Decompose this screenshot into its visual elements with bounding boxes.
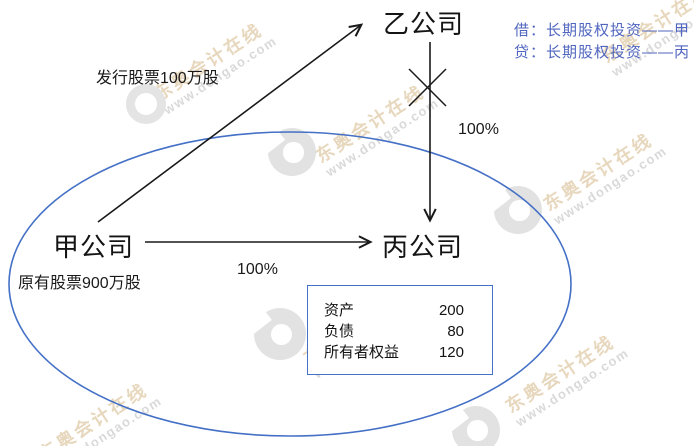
- dongao-ring-icon: [126, 84, 166, 124]
- issue-shares-label: 发行股票100万股: [96, 70, 219, 87]
- dongao-logo-icon: [494, 186, 542, 234]
- company-b-label: 乙公司: [383, 9, 465, 39]
- balance-row: 负债 80: [324, 321, 464, 342]
- balance-row: 资产 200: [324, 300, 464, 321]
- balance-label: 资产: [324, 302, 355, 319]
- balance-box: 资产 200 负债 80 所有者权益 120: [307, 285, 493, 375]
- dongao-logo-icon: [254, 308, 306, 360]
- journal-credit-line: 贷：长期股权投资——丙: [513, 44, 690, 61]
- pct-b-to-c-label: 100%: [458, 121, 499, 138]
- original-shares-label: 原有股票900万股: [18, 275, 141, 292]
- balance-label: 负债: [324, 323, 355, 340]
- balance-row: 所有者权益 120: [324, 342, 464, 363]
- balance-label: 所有者权益: [324, 344, 400, 361]
- pct-a-to-c-label: 100%: [237, 261, 278, 278]
- balance-value: 200: [438, 302, 464, 319]
- balance-value: 80: [447, 323, 464, 340]
- company-a-label: 甲公司: [53, 232, 135, 262]
- journal-entry: 借：长期股权投资——甲 贷：长期股权投资——丙: [486, 20, 690, 64]
- balance-value: 120: [438, 344, 464, 361]
- arrow-a-to-b: [97, 25, 361, 223]
- dongao-logo-icon: [452, 406, 500, 446]
- group-boundary-ellipse: [8, 131, 572, 437]
- journal-debit-line: 借：长期股权投资——甲: [513, 22, 690, 39]
- company-c-label: 丙公司: [382, 232, 464, 262]
- cross-out-mark: [408, 68, 447, 107]
- dongao-logo-icon: [268, 128, 316, 176]
